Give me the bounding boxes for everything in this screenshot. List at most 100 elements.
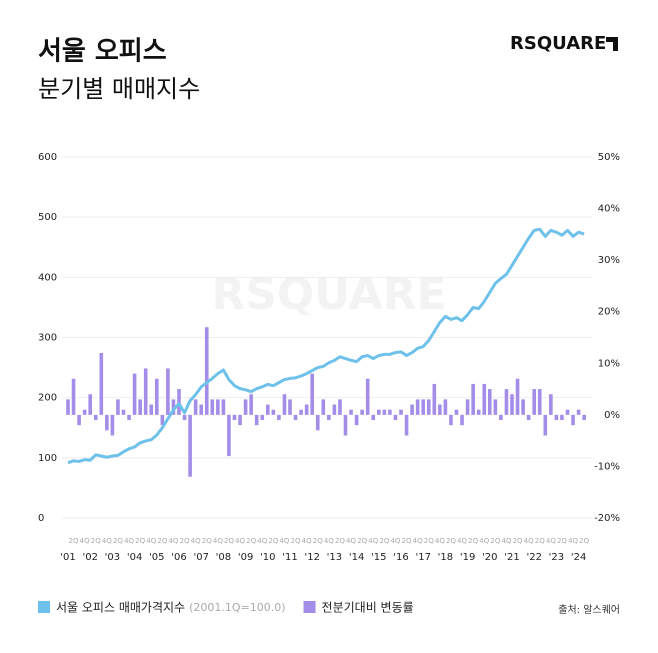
bar <box>499 414 503 421</box>
bar <box>99 352 104 415</box>
quarter-label: 4Q <box>102 537 112 545</box>
bar <box>143 368 148 415</box>
x-tick-label: '16 <box>393 552 408 563</box>
bar <box>171 399 176 415</box>
bar <box>71 378 76 415</box>
quarter-label: 4Q <box>235 537 245 545</box>
bar <box>421 399 425 415</box>
bar <box>193 399 198 415</box>
quarter-label: 2Q <box>379 537 389 545</box>
quarter-label: 4Q <box>279 537 289 545</box>
brand-logo: RSQUARE <box>510 33 606 54</box>
y-tick-label: 100 <box>38 453 57 464</box>
watermark: RSQUARE <box>211 269 446 320</box>
bar <box>116 399 120 415</box>
bar <box>371 414 376 421</box>
bar <box>315 414 320 431</box>
quarter-label: 2Q <box>513 537 523 545</box>
bar <box>199 404 203 415</box>
bar <box>338 399 342 415</box>
quarter-label: 2Q <box>490 537 500 545</box>
quarter-label: 4Q <box>435 537 445 545</box>
quarter-label: 4Q <box>80 537 90 545</box>
x-tick-label: '06 <box>171 552 186 563</box>
logo-icon <box>606 37 618 51</box>
bar <box>93 414 98 421</box>
quarter-label: 4Q <box>568 537 578 545</box>
bar <box>454 409 459 415</box>
bar <box>537 389 542 415</box>
quarter-label: 4Q <box>546 537 556 545</box>
bar <box>560 414 564 421</box>
quarter-label: 2Q <box>424 537 434 545</box>
bar <box>571 414 575 426</box>
y2-tick-label: -10% <box>594 461 620 472</box>
quarter-label: 4Q <box>191 537 201 545</box>
x-tick-label: '05 <box>149 552 164 563</box>
quarter-label: 2Q <box>202 537 212 545</box>
source: 출처: 알스퀘어 <box>558 604 620 616</box>
bar <box>388 409 392 415</box>
bar <box>266 404 270 415</box>
bar <box>293 414 298 421</box>
bar <box>204 327 209 415</box>
x-tick-label: '13 <box>327 552 342 563</box>
quarter-label: 2Q <box>291 537 301 545</box>
bar <box>310 373 314 415</box>
bar <box>510 394 514 415</box>
bar <box>77 414 81 426</box>
bar <box>476 409 481 415</box>
bar <box>360 409 364 415</box>
bar <box>254 414 259 426</box>
bar <box>327 414 331 421</box>
bar <box>88 394 92 415</box>
quarter-label: 2Q <box>579 537 589 545</box>
bar <box>155 378 159 415</box>
bar <box>488 389 492 415</box>
quarter-label: 4Q <box>213 537 223 545</box>
quarter-label: 4Q <box>124 537 134 545</box>
y2-tick-label: 10% <box>598 358 620 369</box>
x-tick-label: '07 <box>193 552 208 563</box>
quarter-label: 2Q <box>446 537 456 545</box>
bar <box>460 414 464 426</box>
x-tick-label: '17 <box>415 552 430 563</box>
y2-tick-label: 50% <box>598 152 620 163</box>
quarter-label: 4Q <box>324 537 334 545</box>
quarter-label: 4Q <box>413 537 423 545</box>
bar <box>216 399 220 415</box>
quarter-label: 4Q <box>501 537 511 545</box>
x-tick-label: '23 <box>549 552 564 563</box>
bar <box>526 414 531 421</box>
y2-tick-label: 30% <box>598 255 620 266</box>
bar <box>365 378 370 415</box>
bar <box>282 394 287 415</box>
quarter-label: 2Q <box>135 537 145 545</box>
quarter-label: 2Q <box>268 537 278 545</box>
bar <box>438 404 442 415</box>
bar <box>432 383 437 415</box>
chart-title: 서울 오피스 <box>38 37 167 67</box>
quarter-label: 4Q <box>257 537 267 545</box>
x-tick-label: '22 <box>526 552 541 563</box>
x-tick-label: '19 <box>460 552 475 563</box>
legend-label: 서울 오피스 매매가격지수 <box>56 601 185 615</box>
bar <box>299 409 303 415</box>
quarter-label: 2Q <box>402 537 412 545</box>
bar <box>377 409 381 415</box>
bar <box>132 373 137 415</box>
bar <box>504 389 509 415</box>
bar <box>393 414 398 421</box>
quarter-label: 2Q <box>357 537 367 545</box>
x-tick-label: '12 <box>304 552 319 563</box>
bar <box>271 409 276 415</box>
bar <box>565 409 570 415</box>
quarter-label: 2Q <box>535 537 545 545</box>
bar <box>160 414 165 426</box>
bar <box>399 409 403 415</box>
bar <box>343 414 348 436</box>
bar <box>549 394 553 415</box>
legend-label: 전분기대비 변동률 <box>322 601 414 615</box>
bar <box>227 414 231 457</box>
bar <box>243 399 248 415</box>
